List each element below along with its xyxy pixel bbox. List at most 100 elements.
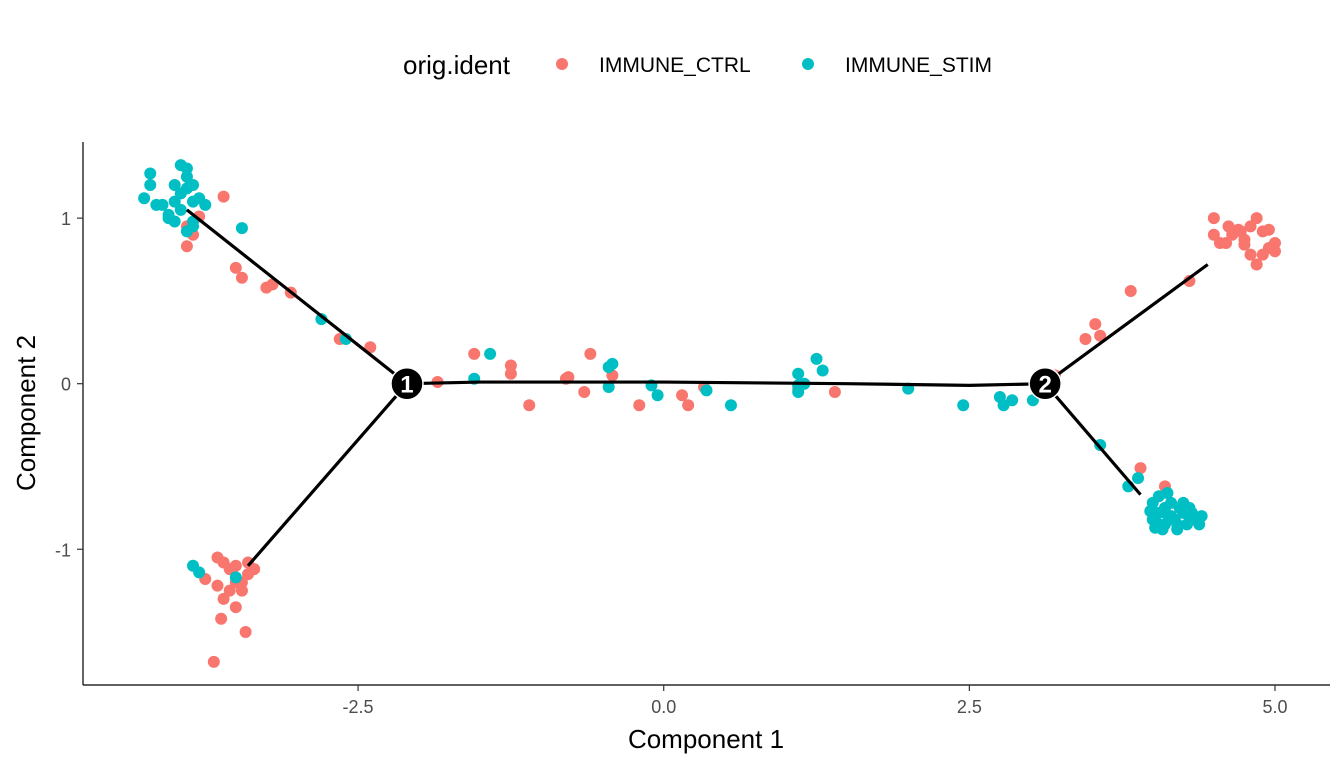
- x-tick-label: 0.0: [651, 697, 676, 717]
- data-point-immune-ctrl: [1244, 248, 1257, 261]
- y-tick-label: 0: [61, 375, 71, 395]
- trajectory-branch: [185, 208, 408, 385]
- data-point-immune-ctrl: [239, 626, 252, 639]
- data-point-immune-ctrl: [1234, 225, 1247, 238]
- data-point-immune-ctrl: [1256, 248, 1269, 261]
- legend-key-immune-ctrl: [556, 58, 568, 70]
- data-point-immune-ctrl: [1268, 236, 1281, 249]
- legend-label-immune-ctrl: IMMUNE_CTRL: [599, 54, 751, 77]
- data-point-immune-ctrl: [1183, 275, 1196, 288]
- data-point-immune-ctrl: [633, 399, 646, 412]
- y-tick-label: -1: [55, 540, 71, 560]
- data-point-immune-stim: [1171, 523, 1184, 536]
- data-point-immune-ctrl: [235, 271, 248, 284]
- data-point-immune-ctrl: [682, 399, 695, 412]
- data-point-immune-ctrl: [1213, 236, 1226, 249]
- data-point-immune-ctrl: [578, 385, 591, 398]
- data-point-immune-stim: [235, 222, 248, 235]
- data-point-immune-ctrl: [1262, 223, 1275, 236]
- y-tick-label: 1: [61, 209, 71, 229]
- data-point-immune-stim: [1158, 506, 1171, 519]
- data-point-immune-stim: [315, 313, 328, 326]
- data-point-immune-stim: [1006, 394, 1019, 407]
- trajectory-branch: [1044, 263, 1209, 385]
- data-point-immune-stim: [144, 179, 157, 192]
- data-point-immune-stim: [180, 182, 193, 195]
- data-point-immune-ctrl: [215, 612, 228, 625]
- trajectory-branch: [406, 380, 1046, 387]
- x-axis-title: Component 1: [628, 724, 784, 754]
- data-point-immune-stim: [1185, 506, 1198, 519]
- data-point-immune-ctrl: [468, 347, 481, 360]
- data-point-immune-stim: [1180, 518, 1193, 531]
- data-point-immune-ctrl: [229, 601, 242, 614]
- x-axis-ticks: -2.5 0.0 2.5 5.0: [343, 685, 1288, 717]
- data-point-immune-stim: [1132, 472, 1145, 485]
- data-point-immune-ctrl: [676, 389, 689, 402]
- data-point-immune-stim: [484, 347, 497, 360]
- data-point-immune-stim: [180, 162, 193, 175]
- data-point-immune-stim: [816, 364, 829, 377]
- data-point-immune-stim: [1193, 518, 1206, 531]
- data-point-immune-stim: [229, 571, 242, 584]
- data-point-immune-ctrl: [562, 371, 575, 384]
- data-point-immune-ctrl: [364, 341, 377, 354]
- data-point-immune-stim: [700, 384, 713, 397]
- data-point-immune-ctrl: [248, 563, 261, 576]
- branch-node-marker: [390, 366, 424, 401]
- axes: -2.5 0.0 2.5 5.0 -1 0 1 Component 1 Component…: [11, 142, 1330, 754]
- data-point-immune-ctrl: [1250, 258, 1263, 271]
- data-point-immune-ctrl: [1094, 329, 1107, 342]
- data-point-immune-ctrl: [211, 579, 224, 592]
- data-point-immune-ctrl: [207, 655, 220, 668]
- data-point-immune-stim: [1144, 505, 1157, 518]
- data-point-immune-stim: [1152, 518, 1165, 531]
- data-point-immune-stim: [792, 385, 805, 398]
- branch-node-label: 2: [1038, 372, 1051, 399]
- data-point-immune-ctrl: [1244, 220, 1257, 233]
- legend: orig.ident IMMUNE_CTRL IMMUNE_STIM: [403, 50, 992, 80]
- data-point-immune-ctrl: [504, 367, 517, 380]
- data-point-immune-ctrl: [1207, 228, 1220, 241]
- y-axis-ticks: -1 0 1: [55, 209, 83, 560]
- x-tick-label: 5.0: [1262, 697, 1287, 717]
- trajectory-lines: [185, 208, 1209, 567]
- x-tick-label: -2.5: [343, 697, 374, 717]
- data-point-immune-stim: [602, 381, 615, 394]
- data-point-immune-ctrl: [217, 592, 230, 605]
- data-point-immune-ctrl: [584, 347, 597, 360]
- data-point-immune-ctrl: [223, 584, 236, 597]
- data-point-immune-ctrl: [1089, 318, 1102, 331]
- data-point-immune-stim: [156, 198, 169, 211]
- legend-label-immune-stim: IMMUNE_STIM: [845, 54, 992, 77]
- data-point-immune-ctrl: [1207, 212, 1220, 225]
- data-point-immune-stim: [180, 225, 193, 238]
- data-point-immune-ctrl: [504, 359, 517, 372]
- data-point-immune-ctrl: [1134, 462, 1147, 475]
- data-point-immune-ctrl: [1079, 333, 1092, 346]
- data-point-immune-stim: [1161, 486, 1174, 499]
- trajectory-branch: [246, 382, 409, 567]
- data-point-immune-stim: [1173, 501, 1186, 514]
- data-point-immune-ctrl: [211, 551, 224, 564]
- data-point-immune-stim: [651, 389, 664, 402]
- data-point-immune-ctrl: [180, 240, 193, 253]
- data-point-immune-stim: [138, 192, 151, 205]
- y-axis-title: Component 2: [11, 335, 41, 491]
- data-points: [138, 159, 1281, 668]
- data-point-immune-stim: [180, 170, 193, 183]
- data-point-immune-stim: [792, 367, 805, 380]
- data-point-immune-stim: [606, 357, 619, 370]
- data-point-immune-ctrl: [1238, 238, 1251, 251]
- data-point-immune-stim: [168, 179, 181, 192]
- data-point-immune-stim: [144, 167, 157, 180]
- data-point-immune-stim: [1168, 513, 1181, 526]
- legend-key-immune-stim: [802, 58, 814, 70]
- data-point-immune-ctrl: [235, 584, 248, 597]
- data-point-immune-stim: [193, 566, 206, 579]
- data-point-immune-ctrl: [229, 261, 242, 274]
- data-point-immune-stim: [168, 195, 181, 208]
- data-point-immune-stim: [810, 352, 823, 365]
